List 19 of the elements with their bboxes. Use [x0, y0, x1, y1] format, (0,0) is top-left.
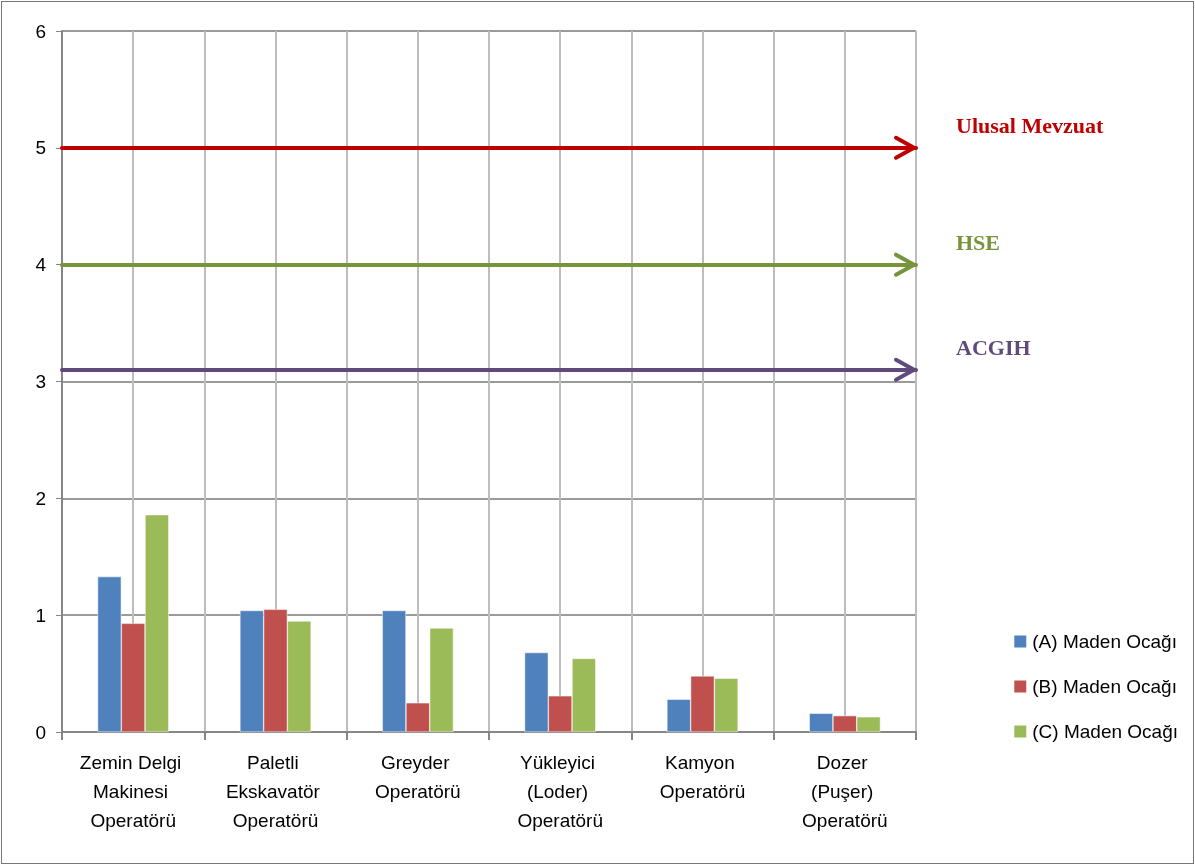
x-tick-label: Zemin Delgi Makinesi Operatörü [79, 752, 187, 831]
x-tick-label: Dozer (Puşer) Operatörü [802, 752, 888, 831]
x-tick-label: Kamyon Operatörü [659, 752, 746, 802]
x-tick-label: Greyder Operatörü [375, 752, 461, 802]
ref-line-label: Ulusal Mevzuat [956, 113, 1104, 139]
y-tick-label: 6 [35, 20, 46, 42]
ref-line-label: ACGIH [956, 335, 1031, 361]
y-tick-label: 1 [35, 604, 46, 626]
legend-label: (B) Maden Ocağı [1032, 676, 1177, 697]
y-tick-label: 0 [35, 721, 46, 743]
y-tick-label: 3 [35, 371, 46, 392]
legend-label: (A) Maden Ocağı [1032, 631, 1177, 652]
y-tick-label: 5 [35, 137, 46, 159]
x-tick-label: Paletli Ekskavatör Operatörü [225, 752, 326, 831]
ref-line-label: HSE [956, 230, 1001, 256]
y-tick-label: 2 [35, 487, 46, 509]
legend-label: (C) Maden Ocağı [1032, 721, 1179, 742]
x-tick-label: Yükleyici (Loder) Operatörü [517, 752, 603, 831]
y-tick-label: 4 [35, 254, 47, 276]
